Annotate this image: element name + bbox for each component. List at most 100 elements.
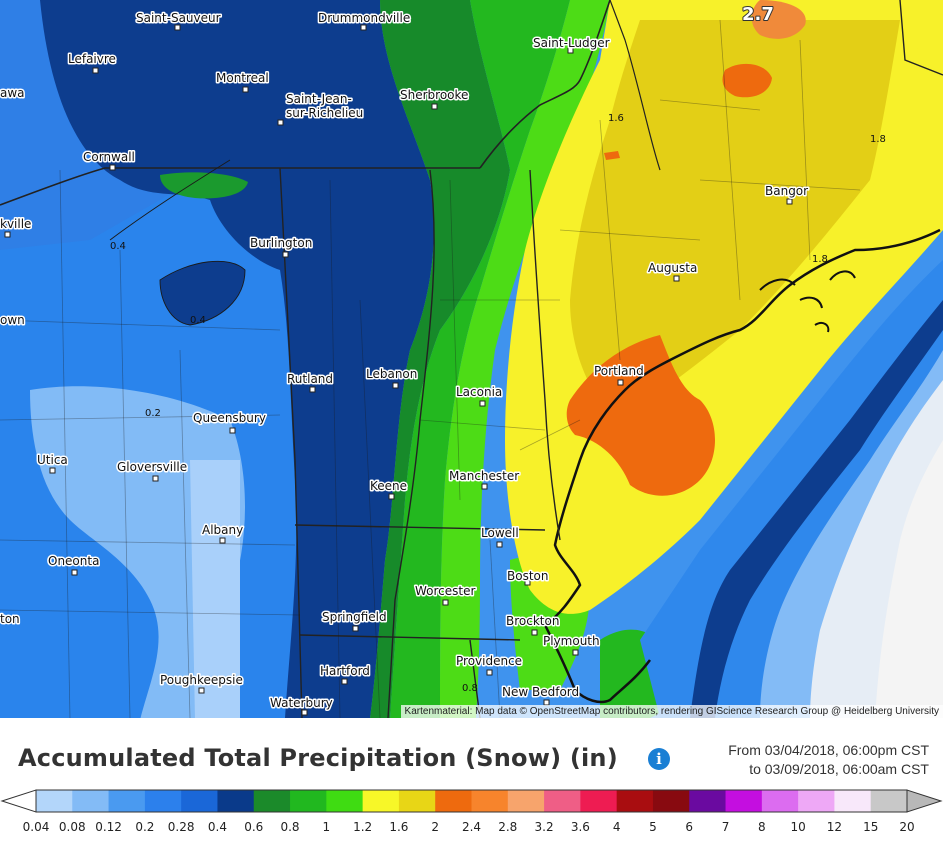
legend-tick-label: 0.6 [244, 820, 264, 834]
legend-tick-label: 3.6 [570, 820, 590, 834]
city-label: Albany [202, 523, 243, 537]
legend-swatch [181, 790, 218, 812]
legend-tick-label: 10 [790, 820, 806, 834]
map-canvas: Saint-Sauveur Drummondville Lefaivre Mon… [0, 0, 943, 718]
city-label: Sherbrooke [400, 88, 468, 102]
legend-left-arrow [0, 789, 37, 813]
date-range-end: to 03/09/2018, 06:00am CST [749, 761, 929, 777]
legend-tick-label: 2.8 [498, 820, 518, 834]
legend-tick-label: 12 [826, 820, 843, 834]
city-label: Poughkeepsie [160, 673, 243, 687]
legend-swatch [108, 790, 146, 812]
city-label: Cornwall [83, 150, 135, 164]
info-icon[interactable]: i [648, 748, 670, 770]
city-label: Lebanon [366, 367, 417, 381]
contour-label: 2.7 [742, 4, 774, 25]
city-label: Rutland [287, 372, 333, 386]
legend-tick-label: 3.2 [534, 820, 554, 834]
legend-swatch [798, 790, 835, 812]
legend-tick-label: 0.12 [95, 820, 122, 834]
city-label: Augusta [648, 261, 697, 275]
city-label: ton [0, 612, 20, 626]
city-label: Laconia [456, 385, 502, 399]
legend-swatch [689, 790, 727, 812]
city-label: Saint-Jean- [286, 92, 352, 106]
legend-tick-label: 7 [721, 820, 730, 834]
city-label: Bangor [765, 184, 808, 198]
legend-swatch [471, 790, 509, 812]
legend-tick-label: 0.2 [135, 820, 155, 834]
city-label: Brockton [506, 614, 559, 628]
map-attribution: Kartenmaterial: Map data © OpenStreetMap… [400, 705, 943, 719]
chart-title: Accumulated Total Precipitation (Snow) (… [18, 744, 618, 772]
legend-swatch [326, 790, 364, 812]
city-label: Gloversville [117, 460, 187, 474]
legend-tick-label: 2 [431, 820, 440, 834]
legend-tick-label: 1 [322, 820, 331, 834]
legend-swatch [36, 790, 73, 812]
color-legend [0, 784, 943, 838]
city-label: Providence [456, 654, 522, 668]
legend-swatch [652, 790, 690, 812]
legend-tick-label: 2.4 [461, 820, 482, 834]
contour-label: 1.6 [608, 113, 624, 124]
contour-label: 0.4 [190, 315, 206, 326]
legend-swatch [253, 790, 291, 812]
city-label: Plymouth [543, 634, 600, 648]
city-label: Worcester [415, 584, 475, 598]
legend-swatch [144, 790, 182, 812]
legend-swatch [834, 790, 872, 812]
legend-tick-label: 0.04 [22, 820, 50, 834]
legend-swatch [217, 790, 255, 812]
city-label: Drummondville [318, 11, 410, 25]
legend-tick-label: 1.6 [389, 820, 409, 834]
legend-tick-label: 8 [758, 820, 766, 834]
legend-tick-label: 1.2 [353, 820, 373, 834]
city-label: Manchester [449, 469, 519, 483]
city-label: Saint-Sauveur [136, 11, 221, 25]
city-label: Saint-Ludger [533, 36, 610, 50]
city-label: Waterbury [270, 696, 333, 710]
city-label: Boston [507, 569, 548, 583]
city-label: sur-Richelieu [286, 106, 363, 120]
contour-label: 1.8 [812, 254, 828, 265]
city-label: Utica [37, 453, 68, 467]
city-label: Lowell [481, 526, 519, 540]
legend-swatch [761, 790, 799, 812]
legend-swatch [616, 790, 654, 812]
precipitation-map[interactable]: Saint-Sauveur Drummondville Lefaivre Mon… [0, 0, 943, 718]
legend-tick-label: 6 [685, 820, 694, 834]
city-label: Montreal [216, 71, 269, 85]
legend-tick-label: 0.08 [58, 820, 86, 834]
legend-tick-label: 5 [649, 820, 657, 834]
date-range-start: From 03/04/2018, 06:00pm CST [728, 742, 929, 758]
legend-tick-label: 4 [612, 820, 621, 834]
city-label: Springfield [322, 610, 387, 624]
legend-swatch [72, 790, 110, 812]
legend-tick-label: 0.8 [280, 820, 300, 834]
legend-tick-label: 15 [863, 820, 879, 834]
contour-label: 0.8 [462, 683, 478, 694]
city-label: Hartford [320, 664, 370, 678]
legend-right-arrow [906, 789, 943, 813]
city-label: awa [0, 86, 25, 100]
city-label: Burlington [250, 236, 312, 250]
city-label: New Bedford [502, 685, 579, 699]
legend-swatch [398, 790, 436, 812]
legend-tick-label: 20 [899, 820, 915, 834]
legend-swatch [435, 790, 472, 812]
city-label: kville [0, 217, 31, 231]
legend-swatch [580, 790, 618, 812]
city-label: Queensbury [193, 411, 266, 425]
contour-label: 0.4 [110, 241, 126, 252]
city-label: Keene [370, 479, 407, 493]
city-label: Portland [594, 364, 644, 378]
legend-tick-label: 0.4 [207, 820, 227, 834]
legend-bar [0, 789, 943, 813]
legend-tick-label: 0.28 [167, 820, 195, 834]
date-range: From 03/04/2018, 06:00pm CST to 03/09/20… [728, 741, 929, 779]
legend-swatch [290, 790, 327, 812]
city-label: own [0, 313, 25, 327]
legend-swatch [362, 790, 400, 812]
city-label: Lefaivre [68, 52, 116, 66]
